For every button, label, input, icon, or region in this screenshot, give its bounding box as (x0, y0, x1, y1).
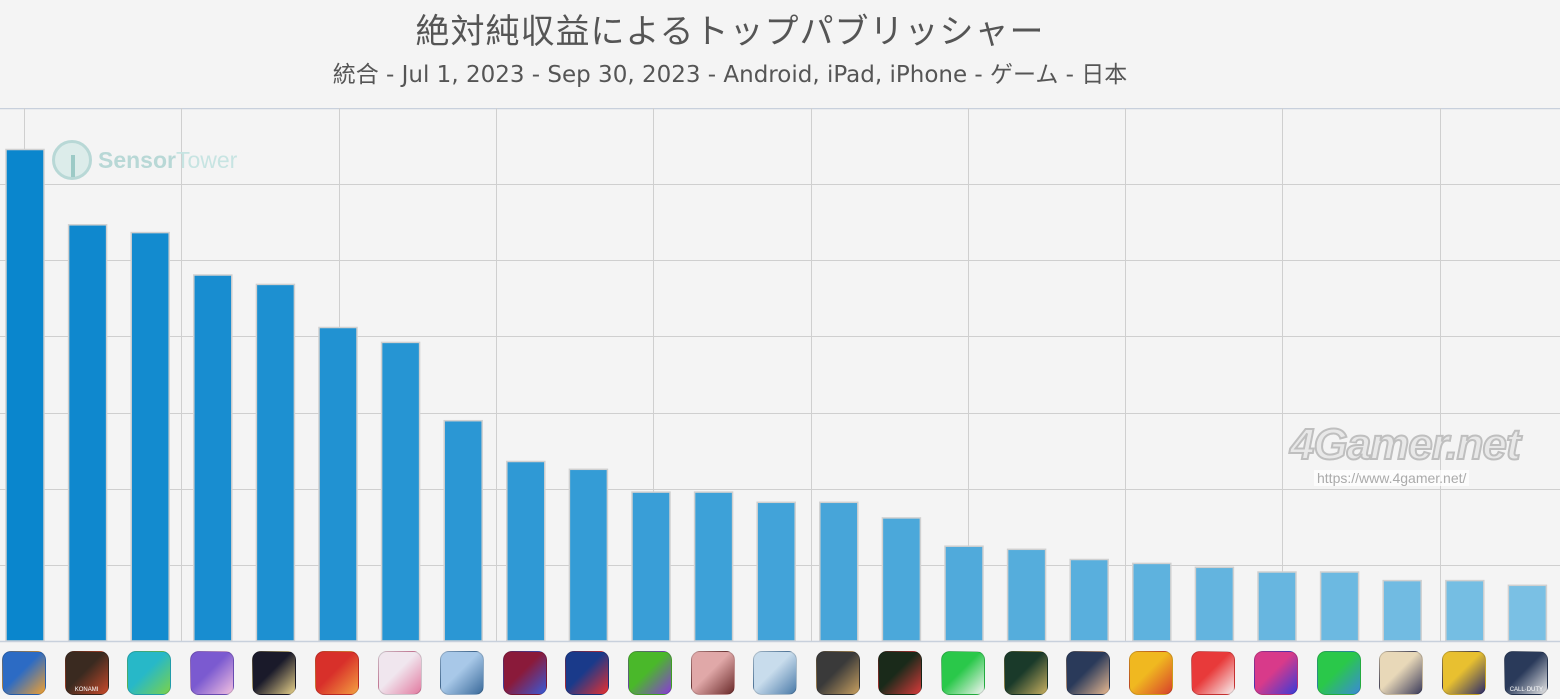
publisher-22-icon (1316, 651, 1361, 695)
publisher-13-icon (753, 651, 798, 695)
bar-23 (1382, 579, 1422, 642)
publisher-12-icon (690, 651, 735, 695)
bar-19 (1132, 562, 1172, 642)
publisher-18-icon (1066, 651, 1111, 695)
bar-18 (1069, 558, 1109, 642)
bar-16 (944, 545, 984, 642)
bar-14 (819, 501, 859, 642)
bar-11 (631, 491, 671, 642)
4gamer-logo: 4Gamer.net (1289, 419, 1522, 470)
publisher-14-icon (815, 651, 860, 695)
publisher-20-icon (1191, 651, 1236, 695)
publisher-4-icon (189, 651, 234, 695)
chart-subtitle: 統合 - Jul 1, 2023 - Sep 30, 2023 - Androi… (332, 62, 1128, 88)
bar-17 (1006, 548, 1047, 642)
publisher-21-icon (1254, 651, 1298, 695)
publisher-9-icon (502, 651, 547, 695)
publisher-3-icon (127, 651, 172, 695)
publisher-1-icon (2, 651, 46, 695)
bar-7 (380, 341, 421, 642)
publisher-2-icon: KONAMI (64, 651, 109, 695)
publisher-7-icon (377, 651, 422, 695)
publisher-25-icon: CALL·DUTY (1504, 651, 1549, 695)
bar-10 (568, 468, 609, 642)
4gamer-watermark: 4Gamer.net https://www.4gamer.net/ (1289, 419, 1530, 488)
publisher-15-icon (878, 651, 923, 695)
bar-9 (506, 460, 546, 642)
bar-12 (693, 491, 734, 642)
bar-24 (1445, 579, 1485, 642)
publisher-11-icon (628, 651, 672, 695)
publisher-8-icon (440, 651, 485, 695)
bar-1 (5, 148, 45, 642)
bar-13 (756, 501, 796, 642)
sensor-tower-logo-icon (52, 140, 92, 180)
bar-25 (1507, 584, 1548, 642)
chart-title: 絶対純収益によるトップパブリッシャー (415, 12, 1045, 52)
bar-8 (443, 419, 483, 642)
publisher-16-icon (941, 651, 985, 695)
sensor-tower-text: Sensor (98, 146, 176, 173)
bar-15 (881, 517, 922, 642)
publisher-icon-row: KONAMI CALL·DUTY (0, 648, 1560, 699)
icon-label: CALL·DUTY (1509, 687, 1544, 693)
publisher-19-icon (1128, 651, 1173, 695)
publisher-23-icon (1379, 651, 1424, 695)
chart-header: 絶対純収益によるトップパブリッシャー 統合 - Jul 1, 2023 - Se… (0, 0, 1560, 108)
publisher-6-icon (315, 651, 359, 695)
bar-chart (0, 108, 1560, 643)
bar-21 (1257, 571, 1297, 642)
bar-2 (67, 224, 108, 642)
icon-label: KONAMI (74, 687, 99, 693)
publisher-10-icon (565, 651, 610, 695)
publisher-24-icon (1441, 651, 1486, 695)
bar-22 (1319, 571, 1360, 642)
bar-20 (1194, 566, 1235, 642)
bar-3 (130, 231, 170, 642)
4gamer-url: https://www.4gamer.net/ (1314, 470, 1470, 486)
bar-6 (318, 326, 358, 642)
sensor-tower-text-2: Tower (175, 146, 238, 173)
bar-4 (193, 274, 233, 642)
bar-5 (255, 283, 296, 642)
publisher-17-icon (1003, 651, 1048, 695)
sensor-tower-watermark: Sensor Tower (52, 140, 237, 180)
publisher-5-icon (252, 651, 297, 695)
